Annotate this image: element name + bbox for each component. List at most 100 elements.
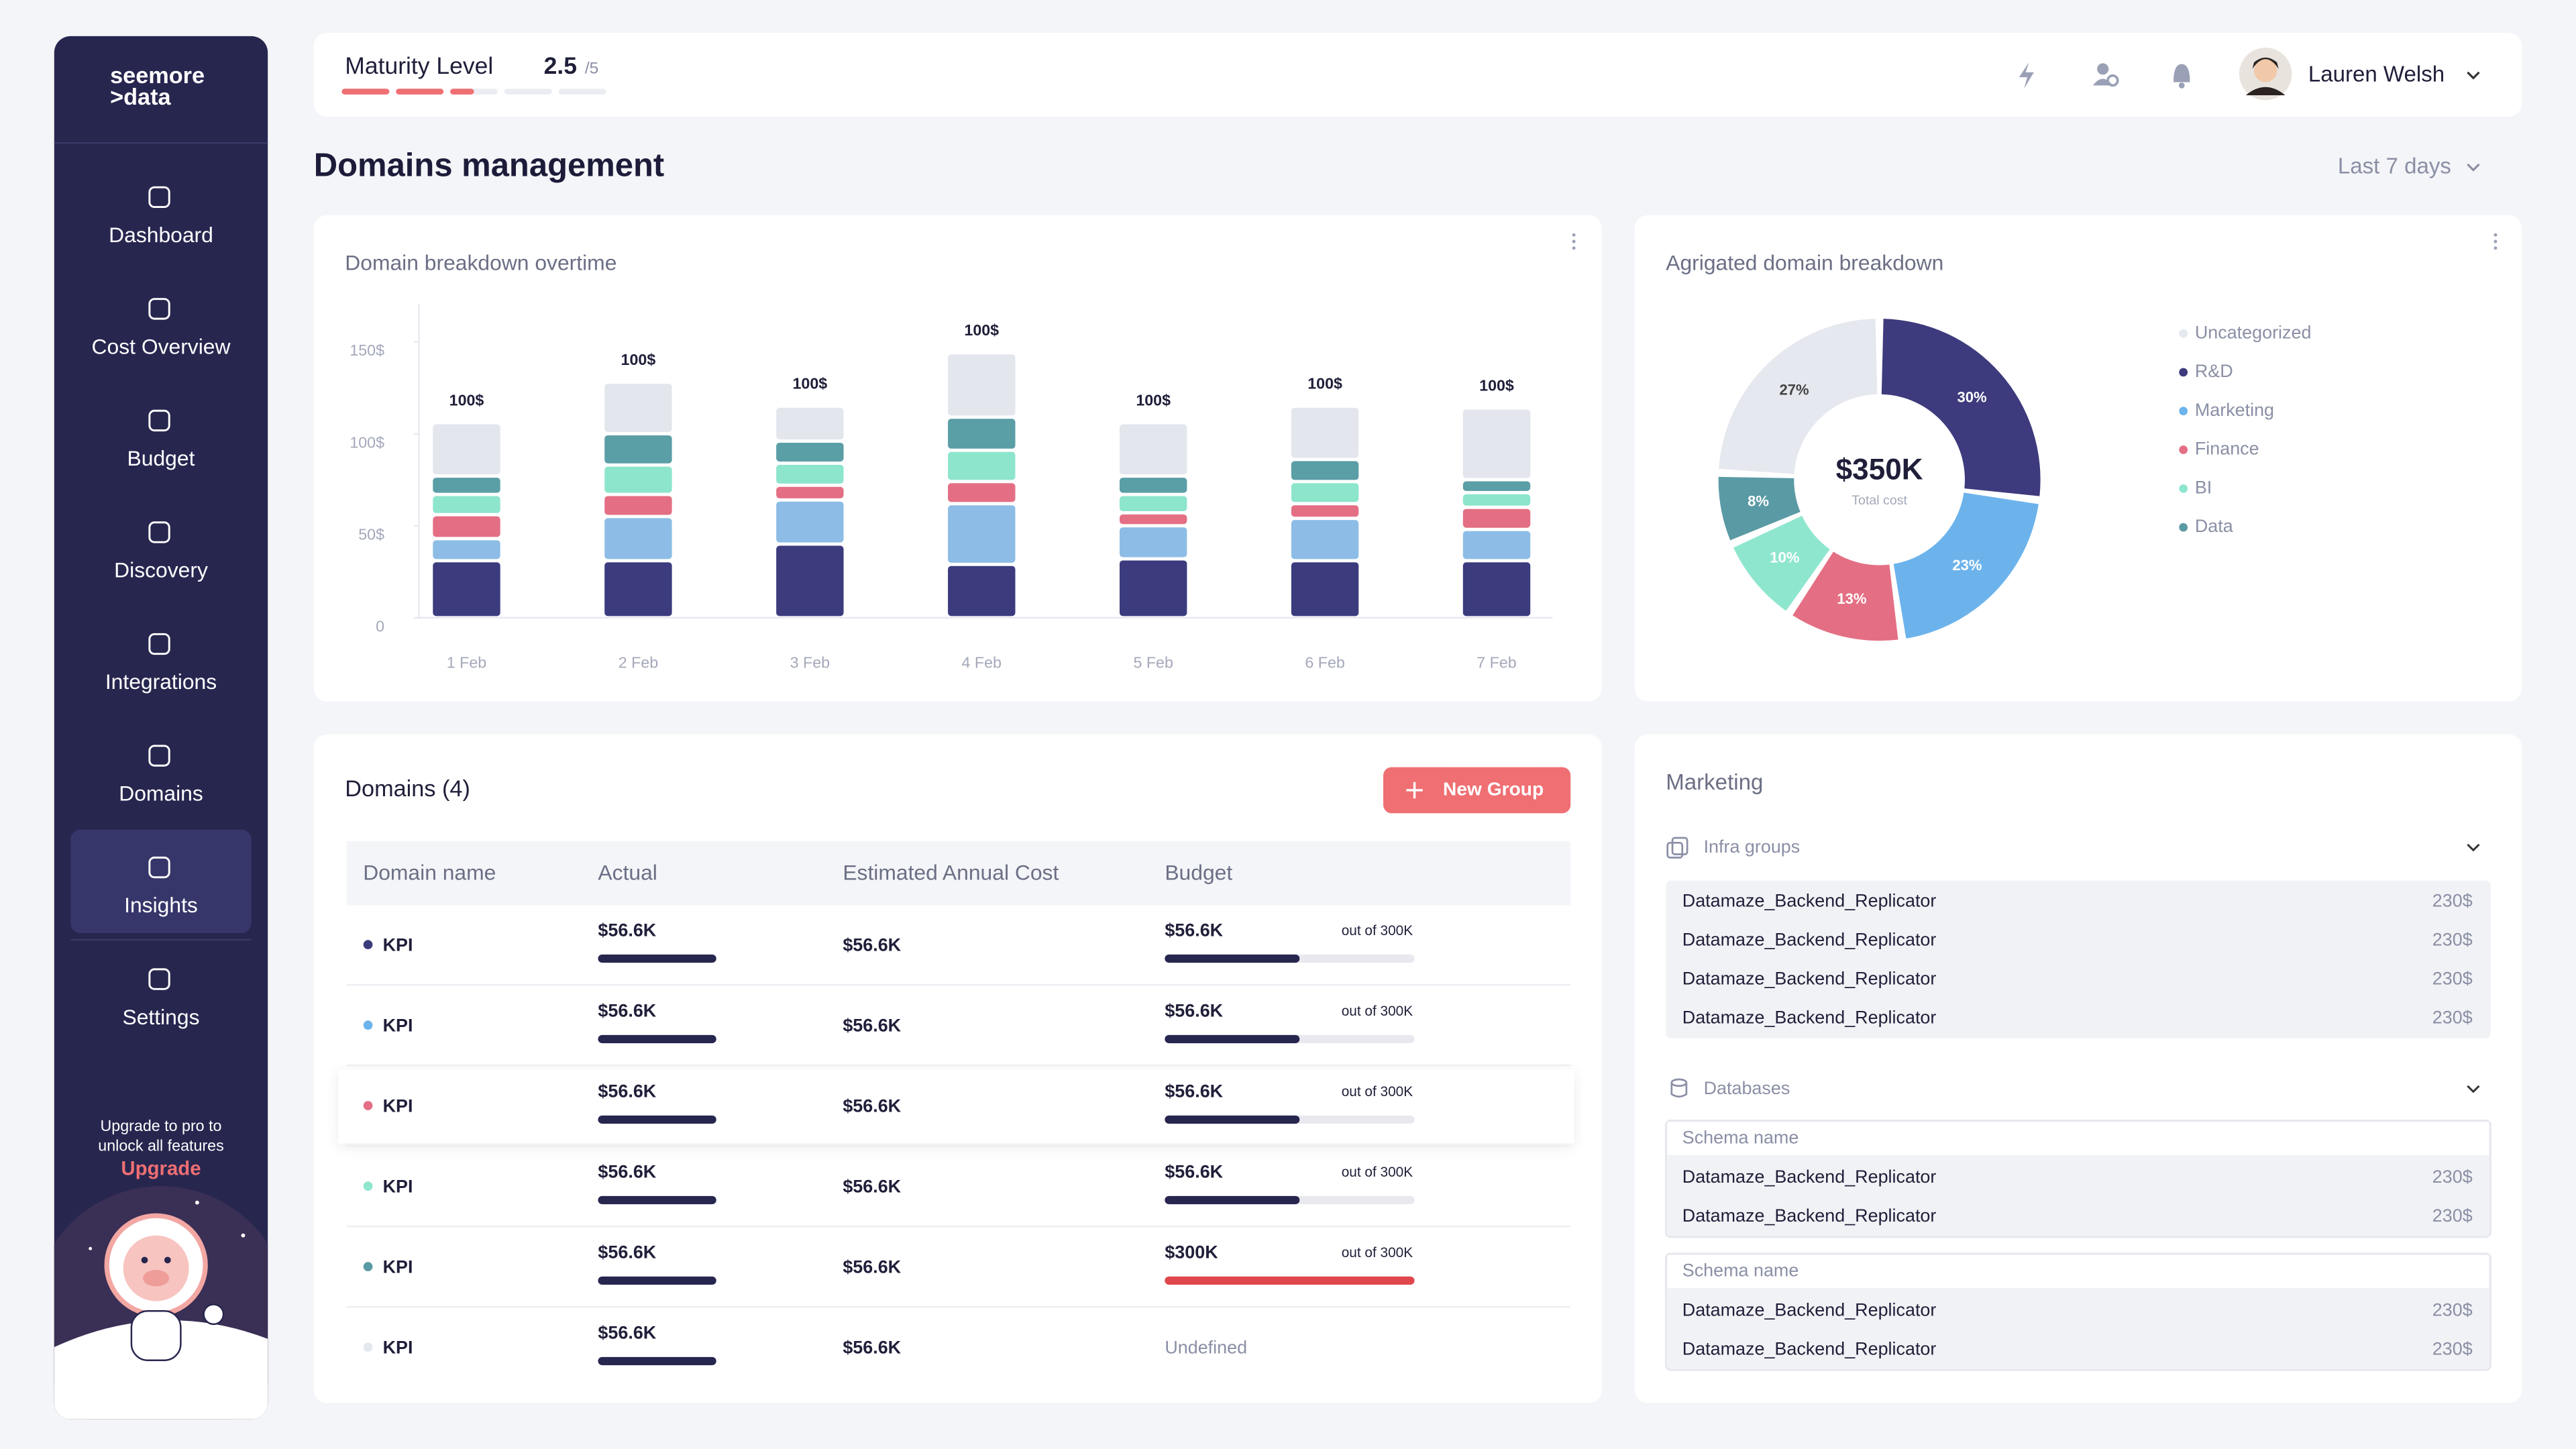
- bar-segment: [1119, 560, 1187, 616]
- nav-label[interactable]: Dashboard: [109, 223, 213, 247]
- eye: [164, 1256, 171, 1264]
- bar-segment: [433, 516, 500, 537]
- nav-icon: [148, 298, 170, 320]
- chevron[interactable]: [2467, 71, 2480, 80]
- nav-label[interactable]: Settings: [122, 1005, 199, 1029]
- bar-segment: [948, 451, 1016, 480]
- nav-label[interactable]: Integrations: [105, 669, 217, 694]
- bar-segment: [604, 562, 672, 616]
- infra-icon: [1666, 837, 1688, 859]
- nav-icon: [148, 633, 170, 655]
- column-header: Budget: [1165, 860, 1232, 884]
- bar-total-label: 100$: [621, 351, 656, 368]
- nav-label[interactable]: Discovery: [114, 558, 208, 582]
- table-header-bg: [346, 841, 1571, 906]
- legend-dot: [2179, 484, 2188, 493]
- bar-segment: [604, 496, 672, 515]
- bar-segment: [1462, 531, 1531, 559]
- column-header: Domain name: [363, 860, 496, 884]
- segment: [558, 89, 606, 95]
- bar-segment: [1119, 424, 1187, 475]
- domain-name: KPI: [383, 1338, 413, 1358]
- y-tick-label: 50$: [358, 526, 384, 543]
- lightning-icon[interactable]: [2019, 62, 2034, 89]
- user-name[interactable]: Lauren Welsh: [2308, 62, 2445, 87]
- db-group-header: [1667, 1255, 2489, 1288]
- donut-slice: [1881, 319, 2041, 496]
- row-dot: [363, 1020, 373, 1030]
- group-header: Schema name: [1682, 1260, 1799, 1281]
- chevron[interactable]: [2467, 1085, 2480, 1093]
- x-tick-label: 3 Feb: [790, 654, 830, 672]
- bar-total-label: 100$: [792, 375, 827, 392]
- maturity-fill: [450, 89, 474, 95]
- chevron[interactable]: [2467, 163, 2480, 172]
- bar-segment: [433, 562, 500, 616]
- nav-label[interactable]: Domains: [119, 782, 203, 806]
- page-title: Domains management: [314, 148, 664, 184]
- bar-segment: [1462, 481, 1531, 491]
- nav-active-bg: [70, 829, 252, 934]
- bar-segment: [433, 424, 500, 475]
- bar-segment: [604, 384, 672, 433]
- donut-center-value: $350K: [1836, 453, 1923, 486]
- estimated-value: $56.6K: [843, 1257, 901, 1277]
- item-name: Datamaze_Backend_Replicator: [1682, 969, 1937, 989]
- nav-icon: [148, 409, 170, 432]
- nav-label[interactable]: Budget: [127, 446, 195, 470]
- maturity-label: Maturity Level: [345, 52, 493, 79]
- budget-of: out of 300K: [1342, 923, 1413, 938]
- nav-label[interactable]: Insights: [124, 893, 198, 917]
- group-header: Schema name: [1682, 1127, 1799, 1147]
- card-menu[interactable]: [1572, 233, 1576, 250]
- plus-icon: [1406, 782, 1423, 799]
- bar-segment: [1291, 483, 1359, 502]
- new-group-button[interactable]: [1383, 767, 1571, 814]
- item-value: 230$: [2432, 1008, 2473, 1028]
- actual-bar: [598, 1195, 716, 1205]
- header-card: [313, 32, 2522, 117]
- nav-icon: [148, 968, 170, 990]
- nav-label[interactable]: Cost Overview: [92, 335, 231, 359]
- upgrade-link[interactable]: Upgrade: [121, 1157, 201, 1179]
- button-label[interactable]: New Group: [1443, 778, 1544, 799]
- item-value: 230$: [2432, 1167, 2473, 1187]
- bar-segment: [1119, 514, 1187, 525]
- legend-label: BI: [2195, 477, 2212, 497]
- item-name: Datamaze_Backend_Replicator: [1682, 1008, 1937, 1028]
- card-menu[interactable]: [2493, 233, 2498, 250]
- segment: [504, 89, 552, 95]
- bar-segment: [1119, 527, 1187, 557]
- bar-segment: [604, 435, 672, 464]
- row-dot: [363, 1181, 373, 1191]
- eye: [141, 1256, 148, 1264]
- bar-segment: [1462, 494, 1531, 506]
- legend-label: Uncategorized: [2195, 322, 2312, 342]
- actual-bar: [598, 1034, 716, 1044]
- donut-value-label: 13%: [1837, 590, 1867, 607]
- ground: [54, 1320, 268, 1419]
- pig-face: [123, 1235, 189, 1301]
- avatar[interactable]: [2239, 48, 2292, 101]
- donut-slice: [1733, 515, 1830, 611]
- maturity-max: /5: [585, 59, 598, 77]
- column-header: Actual: [598, 860, 657, 884]
- item-value: 230$: [2432, 1338, 2473, 1358]
- bar-segment: [776, 486, 844, 498]
- item-name: Datamaze_Backend_Replicator: [1682, 1167, 1937, 1187]
- chevron[interactable]: [2467, 843, 2480, 852]
- users-icon[interactable]: [2093, 63, 2119, 87]
- period-select[interactable]: Last 7 days: [2338, 154, 2451, 179]
- item-value: 230$: [2432, 891, 2473, 911]
- donut-center-label: Total cost: [1851, 493, 1907, 508]
- sidebar-bg: [54, 36, 268, 1419]
- hand: [203, 1303, 225, 1326]
- bar-segment: [1462, 562, 1531, 616]
- chart-title: Domain breakdown overtime: [345, 251, 616, 275]
- budget-fill: [1165, 954, 1300, 963]
- bar-segment: [433, 496, 500, 513]
- bar-segment: [1462, 409, 1531, 478]
- bell-icon[interactable]: [2174, 64, 2190, 89]
- bar-segment: [948, 354, 1016, 416]
- bar-segment: [948, 566, 1016, 616]
